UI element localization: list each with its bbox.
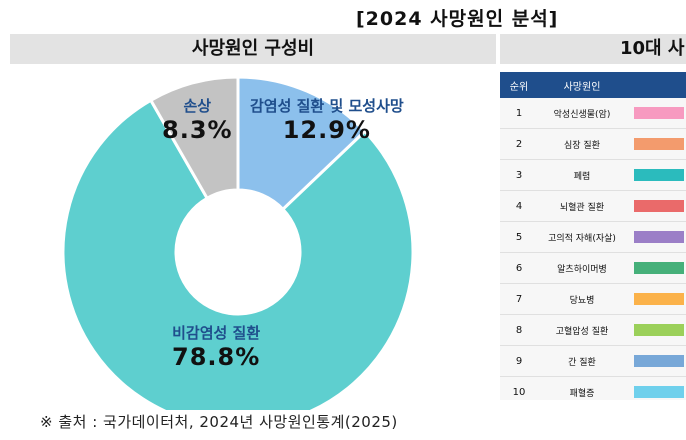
column-header-rank: 순위 xyxy=(509,81,529,93)
legend-swatch xyxy=(634,324,684,336)
cause-cell: 당뇨병 xyxy=(569,295,595,306)
slice-noninfectious xyxy=(61,98,415,410)
cause-cell: 고의적 자해(자살) xyxy=(548,233,616,244)
table-row: 8 고혈압성 질환 xyxy=(500,315,686,346)
legend-swatch xyxy=(634,262,684,274)
chart-panel-header: 사망원인 구성비 xyxy=(10,34,496,64)
top10-causes-table: 순위 사망원인 1 악성신생물(암) 2 심장 질환 3 폐렴 4 뇌혈관 질환 5 고의적 자해… xyxy=(500,72,686,400)
slice-percent: 8.3% xyxy=(162,116,233,144)
column-header-cause: 사망원인 xyxy=(563,81,601,93)
rank-cell: 9 xyxy=(515,355,523,367)
slice-label-noninfectious: 비감염성 질환 78.8% xyxy=(172,322,260,371)
slice-label-infectious: 감염성 질환 및 모성사망 12.9% xyxy=(250,95,404,144)
legend-swatch xyxy=(634,386,684,398)
cause-cell: 간 질환 xyxy=(568,357,596,368)
table-header-row: 순위 사망원인 xyxy=(500,72,686,98)
slice-injury xyxy=(148,75,240,201)
table-row: 5 고의적 자해(자살) xyxy=(500,222,686,253)
slice-name: 감염성 질환 및 모성사망 xyxy=(250,97,404,115)
cause-cell: 폐렴 xyxy=(573,171,591,182)
cause-cell: 뇌혈관 질환 xyxy=(559,202,605,213)
table-row: 4 뇌혈관 질환 xyxy=(500,191,686,222)
table-row: 3 폐렴 xyxy=(500,160,686,191)
slice-infectious xyxy=(236,75,367,212)
legend-swatch xyxy=(634,107,684,119)
rank-cell: 4 xyxy=(515,200,523,212)
rank-cell: 8 xyxy=(515,324,523,336)
rank-cell: 2 xyxy=(515,138,523,150)
slice-percent: 78.8% xyxy=(172,343,261,371)
cause-cell: 고혈압성 질환 xyxy=(555,326,609,337)
rank-cell: 6 xyxy=(515,262,523,274)
rank-cell: 1 xyxy=(515,107,523,119)
legend-swatch xyxy=(634,293,684,305)
cause-cell: 악성신생물(암) xyxy=(553,109,611,120)
legend-swatch xyxy=(634,355,684,367)
table-body: 1 악성신생물(암) 2 심장 질환 3 폐렴 4 뇌혈관 질환 5 고의적 자해(자살) 6 알츠하… xyxy=(500,98,686,400)
table-row: 9 간 질환 xyxy=(500,346,686,377)
rank-cell: 5 xyxy=(515,231,523,243)
slice-name: 손상 xyxy=(183,97,212,115)
cause-cell: 패혈증 xyxy=(569,388,595,399)
cause-cell: 알츠하이머병 xyxy=(557,264,607,275)
legend-swatch xyxy=(634,200,684,212)
source-note: ※ 출처 : 국가데이터처, 2024년 사망원인통계(2025) xyxy=(40,413,398,431)
table-row: 6 알츠하이머병 xyxy=(500,253,686,284)
rank-cell: 7 xyxy=(515,293,523,305)
table-row: 10 패혈증 xyxy=(500,377,686,400)
table-row: 7 당뇨병 xyxy=(500,284,686,315)
donut-chart xyxy=(61,75,415,410)
table-row: 2 심장 질환 xyxy=(500,129,686,160)
page-title: [2024 사망원인 분석] xyxy=(356,8,559,30)
table-panel-header: 10대 사 xyxy=(500,34,686,64)
legend-swatch xyxy=(634,169,684,181)
legend-swatch xyxy=(634,138,684,150)
rank-cell: 10 xyxy=(512,386,526,398)
slice-label-injury: 손상 8.3% xyxy=(162,95,233,144)
rank-cell: 3 xyxy=(515,169,523,181)
legend-swatch xyxy=(634,231,684,243)
table-row: 1 악성신생물(암) xyxy=(500,98,686,129)
slice-name: 비감염성 질환 xyxy=(172,324,261,342)
slice-percent: 12.9% xyxy=(282,116,371,144)
cause-cell: 심장 질환 xyxy=(564,140,600,151)
